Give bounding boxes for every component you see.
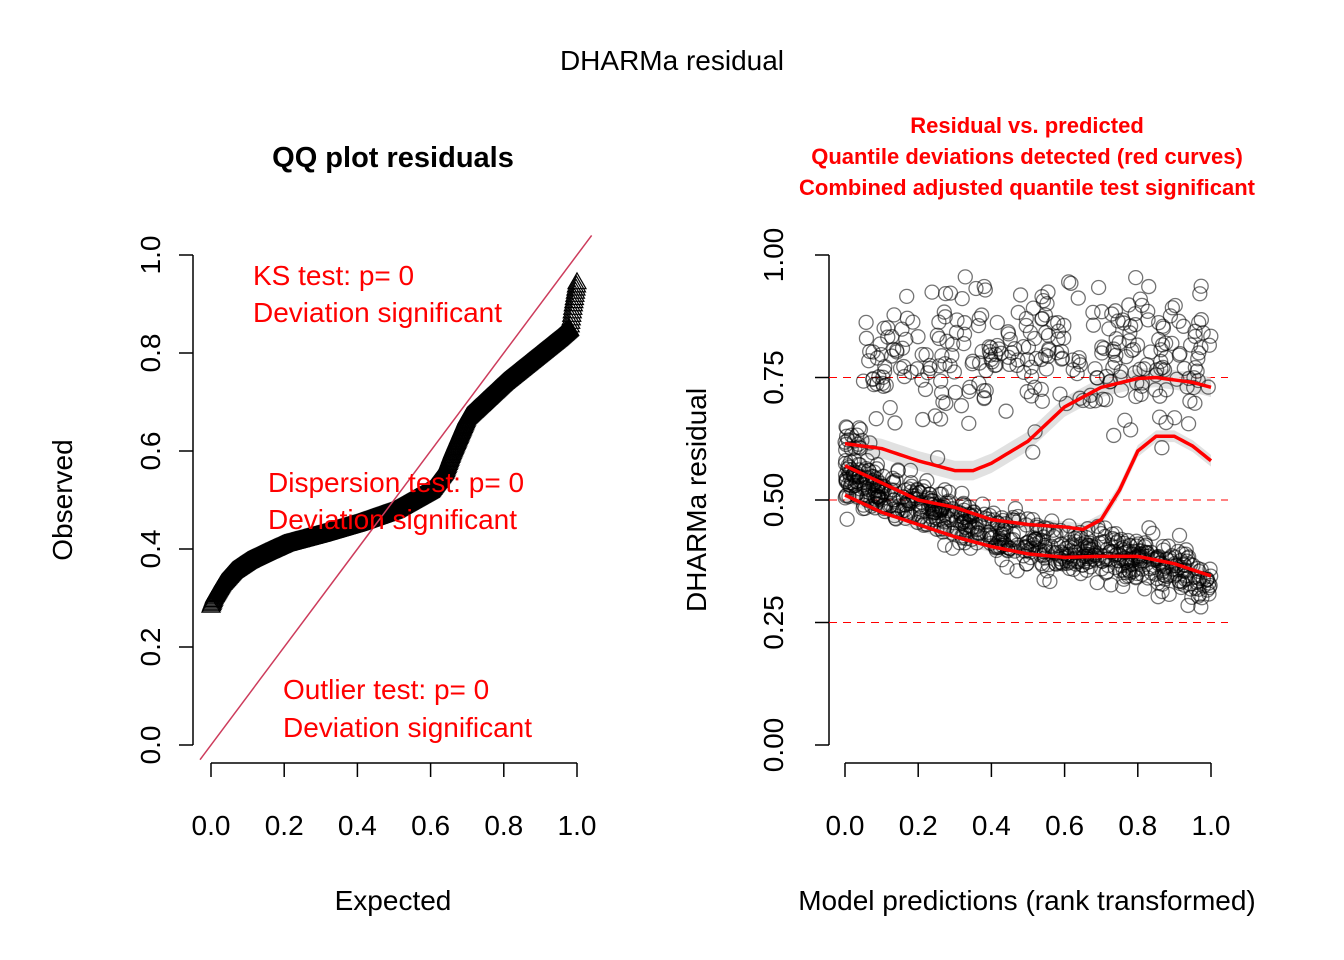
rv-point — [1165, 336, 1179, 350]
rv-point — [883, 401, 897, 415]
qq-x-tick-label-2: 0.4 — [338, 810, 377, 841]
rv-x-ticks: 0.0 0.2 0.4 0.6 0.8 1.0 — [826, 763, 1231, 841]
rv-title-line-3: Combined adjusted quantile test signific… — [799, 175, 1256, 200]
rv-x-tick-label-2: 0.4 — [972, 810, 1011, 841]
outlier-test-text: Outlier test: p= 0 — [283, 674, 489, 705]
rv-point — [954, 399, 968, 413]
rv-point — [1109, 332, 1123, 346]
rv-point — [919, 382, 933, 396]
rv-point — [1181, 598, 1195, 612]
qq-x-tick-label-1: 0.2 — [265, 810, 304, 841]
qq-x-axis-label: Expected — [335, 885, 452, 916]
dispersion-test-text: Dispersion test: p= 0 — [268, 467, 524, 498]
qq-plot-panel: QQ plot residuals 0.0 0.2 0.4 0.6 0.8 1.0 0.0… — [47, 142, 596, 916]
rv-point — [916, 413, 930, 427]
rv-point — [859, 315, 873, 329]
rv-point — [1014, 288, 1028, 302]
qq-x-tick-label-4: 0.8 — [484, 810, 523, 841]
rv-point — [1108, 304, 1122, 318]
rv-point — [957, 337, 971, 351]
qq-y-tick-label-4: 0.8 — [135, 334, 166, 373]
qq-y-tick-label-2: 0.4 — [135, 530, 166, 569]
rv-point — [862, 354, 876, 368]
ks-test-deviation: Deviation significant — [253, 297, 502, 328]
residual-vs-predicted-panel: Residual vs. predicted Quantile deviatio… — [681, 113, 1256, 916]
rv-point — [923, 361, 937, 375]
rv-point — [1183, 394, 1197, 408]
rv-point — [869, 412, 883, 426]
ks-test-text: KS test: p= 0 — [253, 260, 414, 291]
rv-point — [900, 289, 914, 303]
rv-point — [1129, 271, 1143, 285]
qq-y-tick-label-1: 0.2 — [135, 628, 166, 667]
figure-title: DHARMa residual — [560, 45, 784, 76]
rv-y-tick-label-4: 1.00 — [758, 228, 789, 283]
rv-point — [887, 308, 901, 322]
qq-y-tick-label-5: 1.0 — [135, 236, 166, 275]
rv-point — [1202, 338, 1216, 352]
qq-y-tick-label-3: 0.6 — [135, 432, 166, 471]
rv-x-tick-label-3: 0.6 — [1045, 810, 1084, 841]
rv-point — [1086, 318, 1100, 332]
qq-x-tick-label-3: 0.6 — [411, 810, 450, 841]
rv-point — [1182, 417, 1196, 431]
rv-point — [938, 538, 952, 552]
rv-x-tick-label-5: 1.0 — [1192, 810, 1231, 841]
qq-y-ticks: 0.0 0.2 0.4 0.6 0.8 1.0 — [135, 236, 193, 765]
rv-x-axis-label: Model predictions (rank transformed) — [798, 885, 1256, 916]
rv-point — [1168, 411, 1182, 425]
rv-point — [888, 416, 902, 430]
rv-point — [1131, 338, 1145, 352]
rv-point — [859, 331, 873, 345]
rv-point — [990, 315, 1004, 329]
rv-point — [1155, 441, 1169, 455]
rv-y-tick-label-1: 0.25 — [758, 595, 789, 650]
rv-title-line-1: Residual vs. predicted — [910, 113, 1144, 138]
rv-point — [999, 404, 1013, 418]
rv-y-tick-label-0: 0.00 — [758, 718, 789, 773]
rv-point — [1010, 564, 1024, 578]
rv-point — [1090, 576, 1104, 590]
qq-x-tick-label-0: 0.0 — [192, 810, 231, 841]
qq-plot-title: QQ plot residuals — [272, 142, 514, 174]
rv-x-tick-label-1: 0.2 — [899, 810, 938, 841]
rv-y-tick-label-2: 0.50 — [758, 473, 789, 528]
rv-point — [969, 282, 983, 296]
qq-x-ticks: 0.0 0.2 0.4 0.6 0.8 1.0 — [192, 763, 597, 841]
rv-point — [1142, 280, 1156, 294]
qq-x-tick-label-5: 1.0 — [558, 810, 597, 841]
rv-point — [925, 285, 939, 299]
rv-y-ticks: 0.00 0.25 0.50 0.75 1.00 — [758, 228, 829, 773]
rv-point — [1102, 322, 1116, 336]
rv-point — [1141, 304, 1155, 318]
rv-point — [1035, 312, 1049, 326]
rv-point — [1107, 428, 1121, 442]
rv-x-tick-label-4: 0.8 — [1118, 810, 1157, 841]
rv-point — [1053, 387, 1067, 401]
rv-point — [958, 270, 972, 284]
outlier-test-deviation: Deviation significant — [283, 712, 532, 743]
qq-y-tick-label-0: 0.0 — [135, 726, 166, 765]
dispersion-test-deviation: Deviation significant — [268, 504, 517, 535]
rv-point — [1092, 281, 1106, 295]
rv-point — [934, 412, 948, 426]
rv-point — [962, 416, 976, 430]
rv-point — [1024, 389, 1038, 403]
rv-point — [1086, 305, 1100, 319]
rv-point — [1088, 362, 1102, 376]
qq-y-axis-label: Observed — [47, 439, 78, 560]
rv-point — [1039, 326, 1053, 340]
rv-point — [948, 385, 962, 399]
rv-point — [1003, 332, 1017, 346]
rv-point — [840, 512, 854, 526]
rv-point — [1194, 313, 1208, 327]
rv-x-tick-label-0: 0.0 — [826, 810, 865, 841]
rv-point — [1173, 528, 1187, 542]
rv-title-line-2: Quantile deviations detected (red curves… — [811, 144, 1243, 169]
rv-y-axis-label: DHARMa residual — [681, 388, 712, 612]
rv-point — [1071, 291, 1085, 305]
rv-y-tick-label-3: 0.75 — [758, 350, 789, 405]
rv-point — [1026, 445, 1040, 459]
